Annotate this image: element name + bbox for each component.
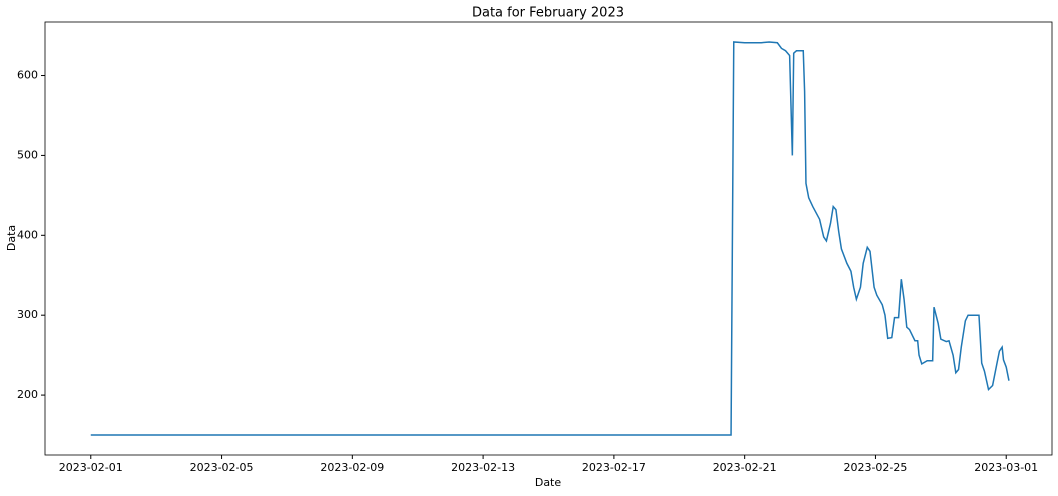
y-tick-label: 200 bbox=[17, 388, 38, 401]
x-tick-label: 2023-02-17 bbox=[582, 461, 646, 474]
y-tick-label: 400 bbox=[17, 228, 38, 241]
x-tick-label: 2023-02-05 bbox=[190, 461, 254, 474]
y-tick-label: 500 bbox=[17, 148, 38, 161]
y-axis-label: Data bbox=[5, 225, 18, 251]
plot-frame bbox=[44, 21, 1053, 456]
y-tick-label: 600 bbox=[17, 69, 38, 82]
x-tick-label: 2023-02-09 bbox=[320, 461, 384, 474]
x-tick-label: 2023-03-01 bbox=[974, 461, 1038, 474]
y-tick-label: 300 bbox=[17, 308, 38, 321]
x-tick-label: 2023-02-01 bbox=[59, 461, 123, 474]
x-tick-label: 2023-02-13 bbox=[451, 461, 515, 474]
x-axis-label: Date bbox=[535, 476, 562, 489]
data-line bbox=[90, 41, 1010, 436]
chart-title: Data for February 2023 bbox=[472, 6, 624, 21]
x-tick-label: 2023-02-21 bbox=[713, 461, 777, 474]
x-tick-label: 2023-02-25 bbox=[843, 461, 907, 474]
